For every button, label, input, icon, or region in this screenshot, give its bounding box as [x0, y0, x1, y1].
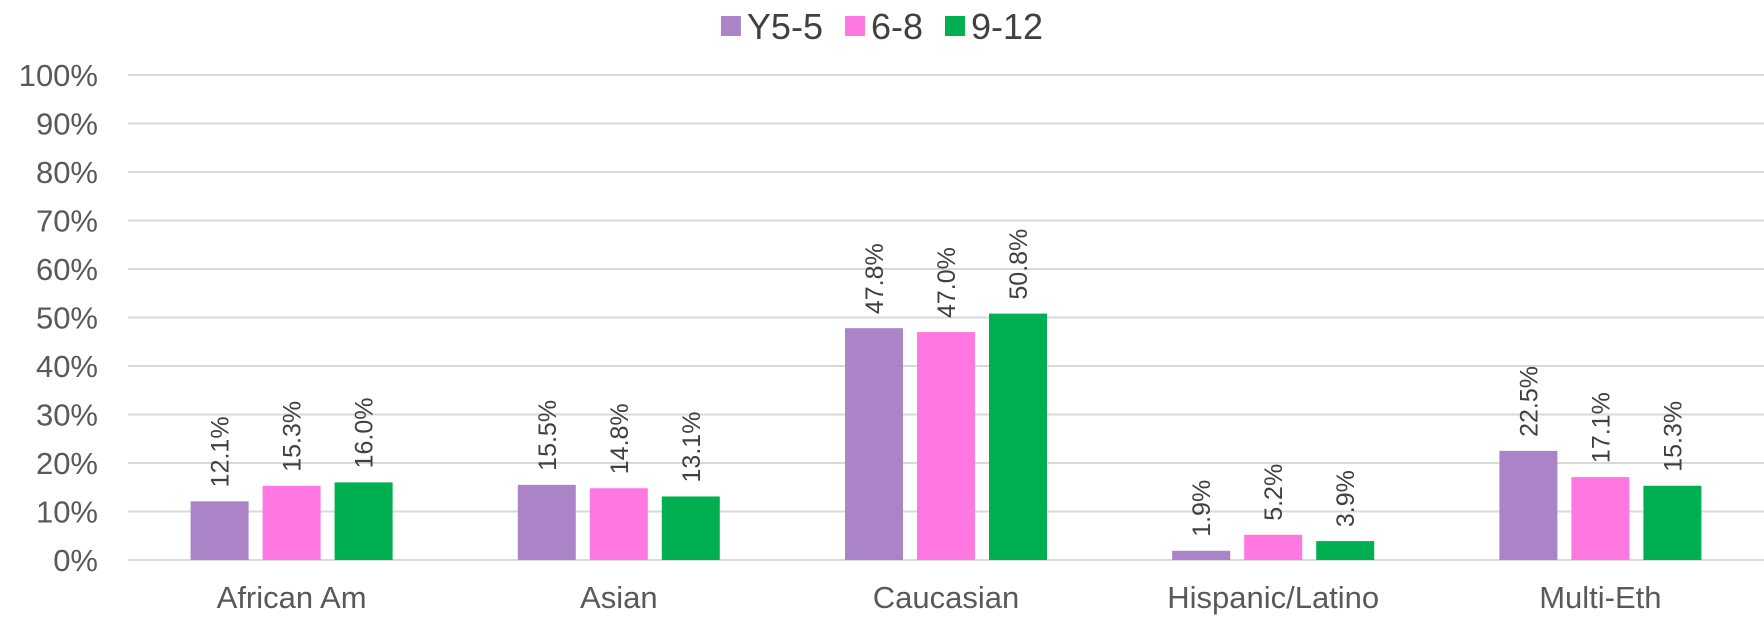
y-tick-label: 70% [36, 204, 98, 239]
x-tick-label: African Am [217, 580, 367, 615]
data-label: 15.3% [279, 401, 307, 472]
bar [1643, 485, 1702, 560]
y-tick-label: 60% [36, 252, 98, 287]
x-tick-label: Multi-Eth [1539, 580, 1661, 615]
bar [1316, 541, 1375, 560]
legend-swatch [720, 16, 741, 36]
bar [190, 501, 249, 560]
data-label: 47.8% [861, 243, 889, 314]
data-label: 17.1% [1587, 392, 1615, 463]
data-label: 22.5% [1515, 366, 1543, 437]
data-label: 14.8% [606, 403, 634, 474]
data-label: 5.2% [1260, 464, 1288, 521]
data-label: 13.1% [678, 412, 706, 483]
legend-swatch [945, 16, 966, 36]
bar [1172, 550, 1231, 560]
bar [845, 328, 903, 560]
bar [989, 313, 1047, 560]
x-tick-label: Asian [580, 580, 658, 615]
legend-swatch [844, 16, 865, 36]
data-label: 15.5% [534, 400, 562, 471]
x-axis: African Am Asian Caucasian Hispanic/Latino M… [217, 580, 1662, 615]
y-tick-label: 90% [36, 107, 98, 142]
y-tick-label: 20% [36, 446, 98, 481]
legend-label: Y5-5 [747, 6, 823, 47]
bar [1244, 534, 1303, 560]
y-tick-label: 40% [36, 349, 98, 384]
data-label: 47.0% [933, 247, 961, 318]
y-tick-label: 0% [53, 543, 98, 578]
x-tick-label: Caucasian [873, 580, 1019, 615]
data-label: 16.0% [351, 398, 379, 469]
y-tick-label: 10% [36, 495, 98, 530]
bars [190, 313, 1702, 560]
bar [262, 485, 321, 560]
data-label: 3.9% [1332, 470, 1360, 527]
data-label: 15.3% [1659, 401, 1687, 472]
bar [661, 496, 720, 560]
bar [1571, 477, 1630, 560]
bar [589, 488, 648, 560]
y-tick-label: 50% [36, 301, 98, 336]
y-tick-label: 30% [36, 398, 98, 433]
legend-label: 9-12 [971, 6, 1043, 47]
data-label: 1.9% [1188, 480, 1216, 537]
x-tick-label: Hispanic/Latino [1167, 580, 1379, 615]
data-label: 50.8% [1005, 229, 1033, 300]
y-tick-label: 80% [36, 155, 98, 190]
bar [1499, 450, 1558, 560]
data-labels: 12.1% 15.3% 16.0% 15.5% 14.8% 13.1% 47.8% 47.0%… [207, 229, 1688, 537]
bar [917, 332, 975, 560]
bar [334, 482, 393, 560]
data-label: 12.1% [207, 416, 235, 487]
legend-label: 6-8 [871, 6, 923, 47]
y-axis: 0% 10% 20% 30% 40% 50% 60% 70% 80% 90% 100% [19, 58, 98, 578]
bar [517, 484, 576, 560]
legend: Y5-5 6-8 9-12 [720, 6, 1043, 47]
y-tick-label: 100% [19, 58, 98, 93]
